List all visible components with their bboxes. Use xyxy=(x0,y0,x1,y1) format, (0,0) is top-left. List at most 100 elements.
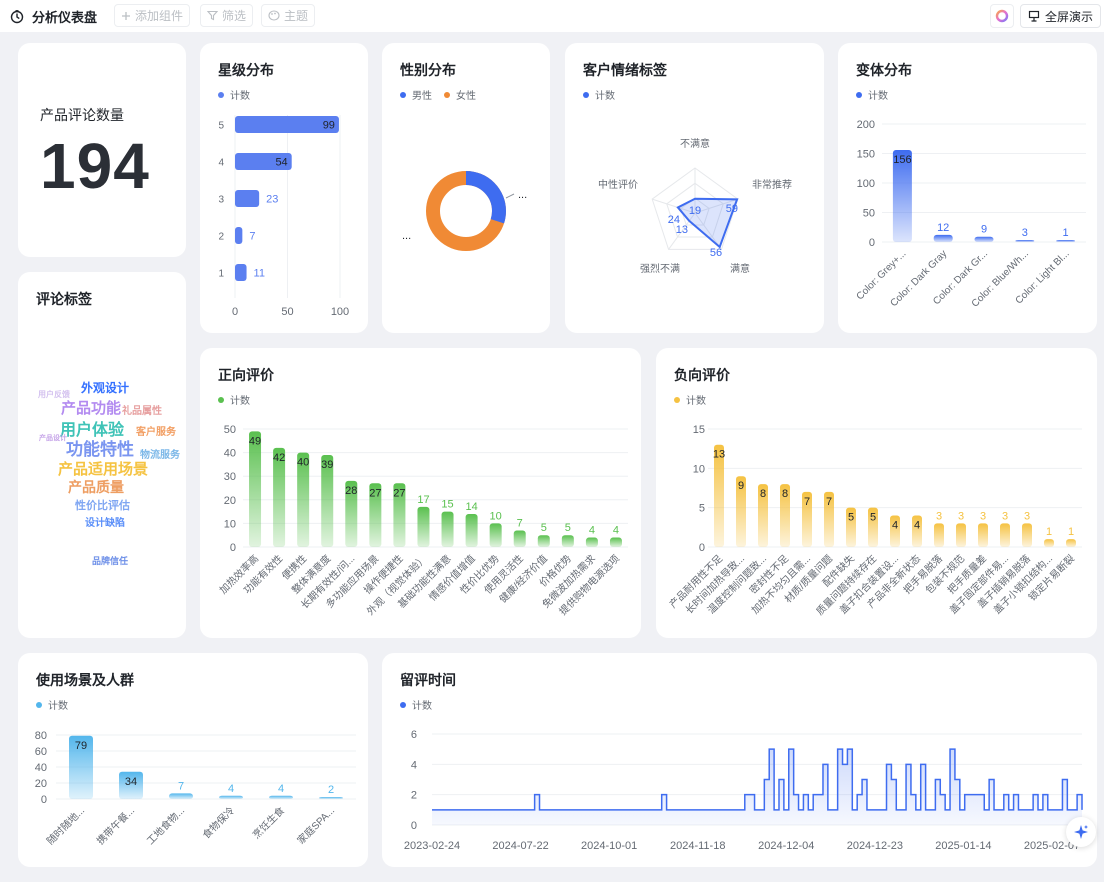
data-label: 4 xyxy=(892,520,898,532)
bar xyxy=(978,523,988,547)
y-tick-label: 0 xyxy=(41,794,47,806)
x-tick-label: 0 xyxy=(232,306,238,318)
data-label: 54 xyxy=(275,157,287,169)
data-label: 13 xyxy=(676,224,688,236)
data-label: 42 xyxy=(273,452,285,464)
data-label: 4 xyxy=(228,783,234,795)
tag-word: 用户反馈 xyxy=(38,390,70,399)
radar-axis-label: 不满意 xyxy=(680,137,710,150)
data-label: 3 xyxy=(936,510,942,522)
tag-cloud-card[interactable]: 评论标签 外观设计 产品功能 礼品属性 用户体验 客户服务 功能特性 物流服务 产品适用场景产… xyxy=(18,272,186,638)
legend-item-male: 男性 xyxy=(400,87,432,102)
scenario-bar-chart: 0 20 40 60 80 79 随时随地... 34 携带午餐... 7 工地食物... 4 食物保冷… xyxy=(35,730,356,847)
emotion-tag-card[interactable]: 客户情绪标签 计数 不满意 非常推荐 满意 强烈不满 中性评价 19 59 56 13 24 xyxy=(565,43,824,333)
bar xyxy=(249,431,262,547)
x-tick-label: 2024-07-22 xyxy=(492,840,548,852)
y-tick-label: 15 xyxy=(693,424,705,436)
tag-word: 产品功能 xyxy=(61,400,122,417)
ai-ring-icon xyxy=(995,9,1009,23)
data-label: 34 xyxy=(125,776,137,788)
data-label: 24 xyxy=(668,214,680,226)
x-tick-label: 2025-02-07 xyxy=(1024,840,1080,852)
y-tick-label: 0 xyxy=(869,237,875,249)
x-tick-label: 食物保冷 xyxy=(200,804,237,841)
variant-distribution-card[interactable]: 变体分布 计数 0 50 100 150 200 156 Color: Grey+... 12… xyxy=(838,43,1097,333)
fullscreen-button[interactable]: 全屏演示 xyxy=(1020,4,1102,28)
data-label: 5 xyxy=(541,522,547,534)
bar xyxy=(780,484,790,547)
leader-line xyxy=(505,193,515,199)
bar xyxy=(513,530,526,547)
data-label: 7 xyxy=(804,496,810,508)
gender-distribution-card[interactable]: 性别分布 男性 女性 ...... xyxy=(382,43,550,333)
bar xyxy=(1044,539,1054,547)
radar-axis xyxy=(694,212,722,250)
data-label: 17 xyxy=(417,494,429,506)
bar xyxy=(609,537,622,547)
x-tick-label: 工地食物... xyxy=(144,804,187,847)
bar xyxy=(235,116,339,133)
bar xyxy=(561,535,574,547)
data-label: 5 xyxy=(870,512,876,524)
dashboard-title-area: 分析仪表盘 xyxy=(10,7,97,26)
legend-dot xyxy=(218,91,224,98)
tag-word: 产品质量 xyxy=(68,479,124,495)
bar xyxy=(912,515,922,547)
bar xyxy=(892,149,912,242)
bar xyxy=(235,190,260,207)
legend-label: 计数 xyxy=(868,91,888,102)
slice-label: ... xyxy=(518,189,527,201)
bar xyxy=(934,523,944,547)
y-tick-label: 4 xyxy=(411,759,417,771)
bar xyxy=(956,523,966,547)
y-tick-label: 20 xyxy=(35,778,47,790)
bar xyxy=(1015,240,1035,242)
filter-icon xyxy=(207,10,218,21)
legend-dot xyxy=(674,396,680,403)
bar xyxy=(269,795,293,799)
negative-review-card[interactable]: 负向评价 计数 0 5 10 15 13 产品耐用性不足 9 长时间加热导致... 8 温度控制问… xyxy=(656,348,1097,638)
filter-button[interactable]: 筛选 xyxy=(200,4,254,27)
data-label: 4 xyxy=(914,520,920,532)
y-tick-label: 40 xyxy=(224,448,236,460)
add-component-button[interactable]: 添加组件 xyxy=(114,4,191,27)
tag-word: 用户体验 xyxy=(60,422,125,439)
data-label: 3 xyxy=(1024,510,1030,522)
data-label: 56 xyxy=(710,247,722,259)
radar-area xyxy=(676,197,739,249)
kpi-card[interactable]: 产品评论数量 194 xyxy=(18,43,186,257)
bar xyxy=(846,507,856,547)
line-area xyxy=(432,749,1082,825)
data-label: 7 xyxy=(178,780,184,792)
bar xyxy=(417,506,430,547)
star-distribution-card[interactable]: 星级分布 计数 0 50 100 5 99 4 54 3 23 2 7 1 11 xyxy=(200,43,368,333)
positive-review-card[interactable]: 正向评价 计数 0 10 20 30 40 50 49 加热效率高 42 功能有效性 40 便携性 39… xyxy=(200,348,641,638)
data-label: 3 xyxy=(1002,510,1008,522)
scenario-card[interactable]: 使用场景及人群 计数 0 20 40 60 80 79 随时随地... 34 携带午餐... 7 工… xyxy=(18,653,368,867)
theme-button[interactable]: 主题 xyxy=(261,4,316,27)
data-label: 9 xyxy=(738,480,744,492)
y-tick-label: 200 xyxy=(857,119,875,131)
legend-dot xyxy=(583,91,589,98)
variant-legend: 计数 xyxy=(856,87,888,102)
radar-axis-label: 中性评价 xyxy=(598,178,638,191)
data-label: 4 xyxy=(613,525,619,537)
bar xyxy=(933,234,953,242)
data-label: 3 xyxy=(1022,227,1028,239)
tag-word: 性价比评估 xyxy=(75,500,130,512)
slice-label: ... xyxy=(402,230,411,242)
ai-sparkle-button[interactable] xyxy=(1066,817,1096,847)
review-time-card[interactable]: 留评时间 计数 0 2 4 6 2023-02-24 2024-07-22 2024-10-… xyxy=(382,653,1097,867)
emotion-legend: 计数 xyxy=(583,87,615,102)
data-label: 12 xyxy=(937,222,949,234)
x-tick-label: 烹饪生食 xyxy=(250,804,287,841)
ai-assistant-button[interactable] xyxy=(990,4,1014,28)
y-tick-label: 0 xyxy=(699,542,705,554)
bar xyxy=(369,483,382,547)
y-tick-label: 5 xyxy=(699,503,705,515)
plus-icon xyxy=(122,11,130,20)
y-tick-label: 30 xyxy=(224,471,236,483)
bar xyxy=(736,476,746,547)
bar xyxy=(297,452,310,547)
